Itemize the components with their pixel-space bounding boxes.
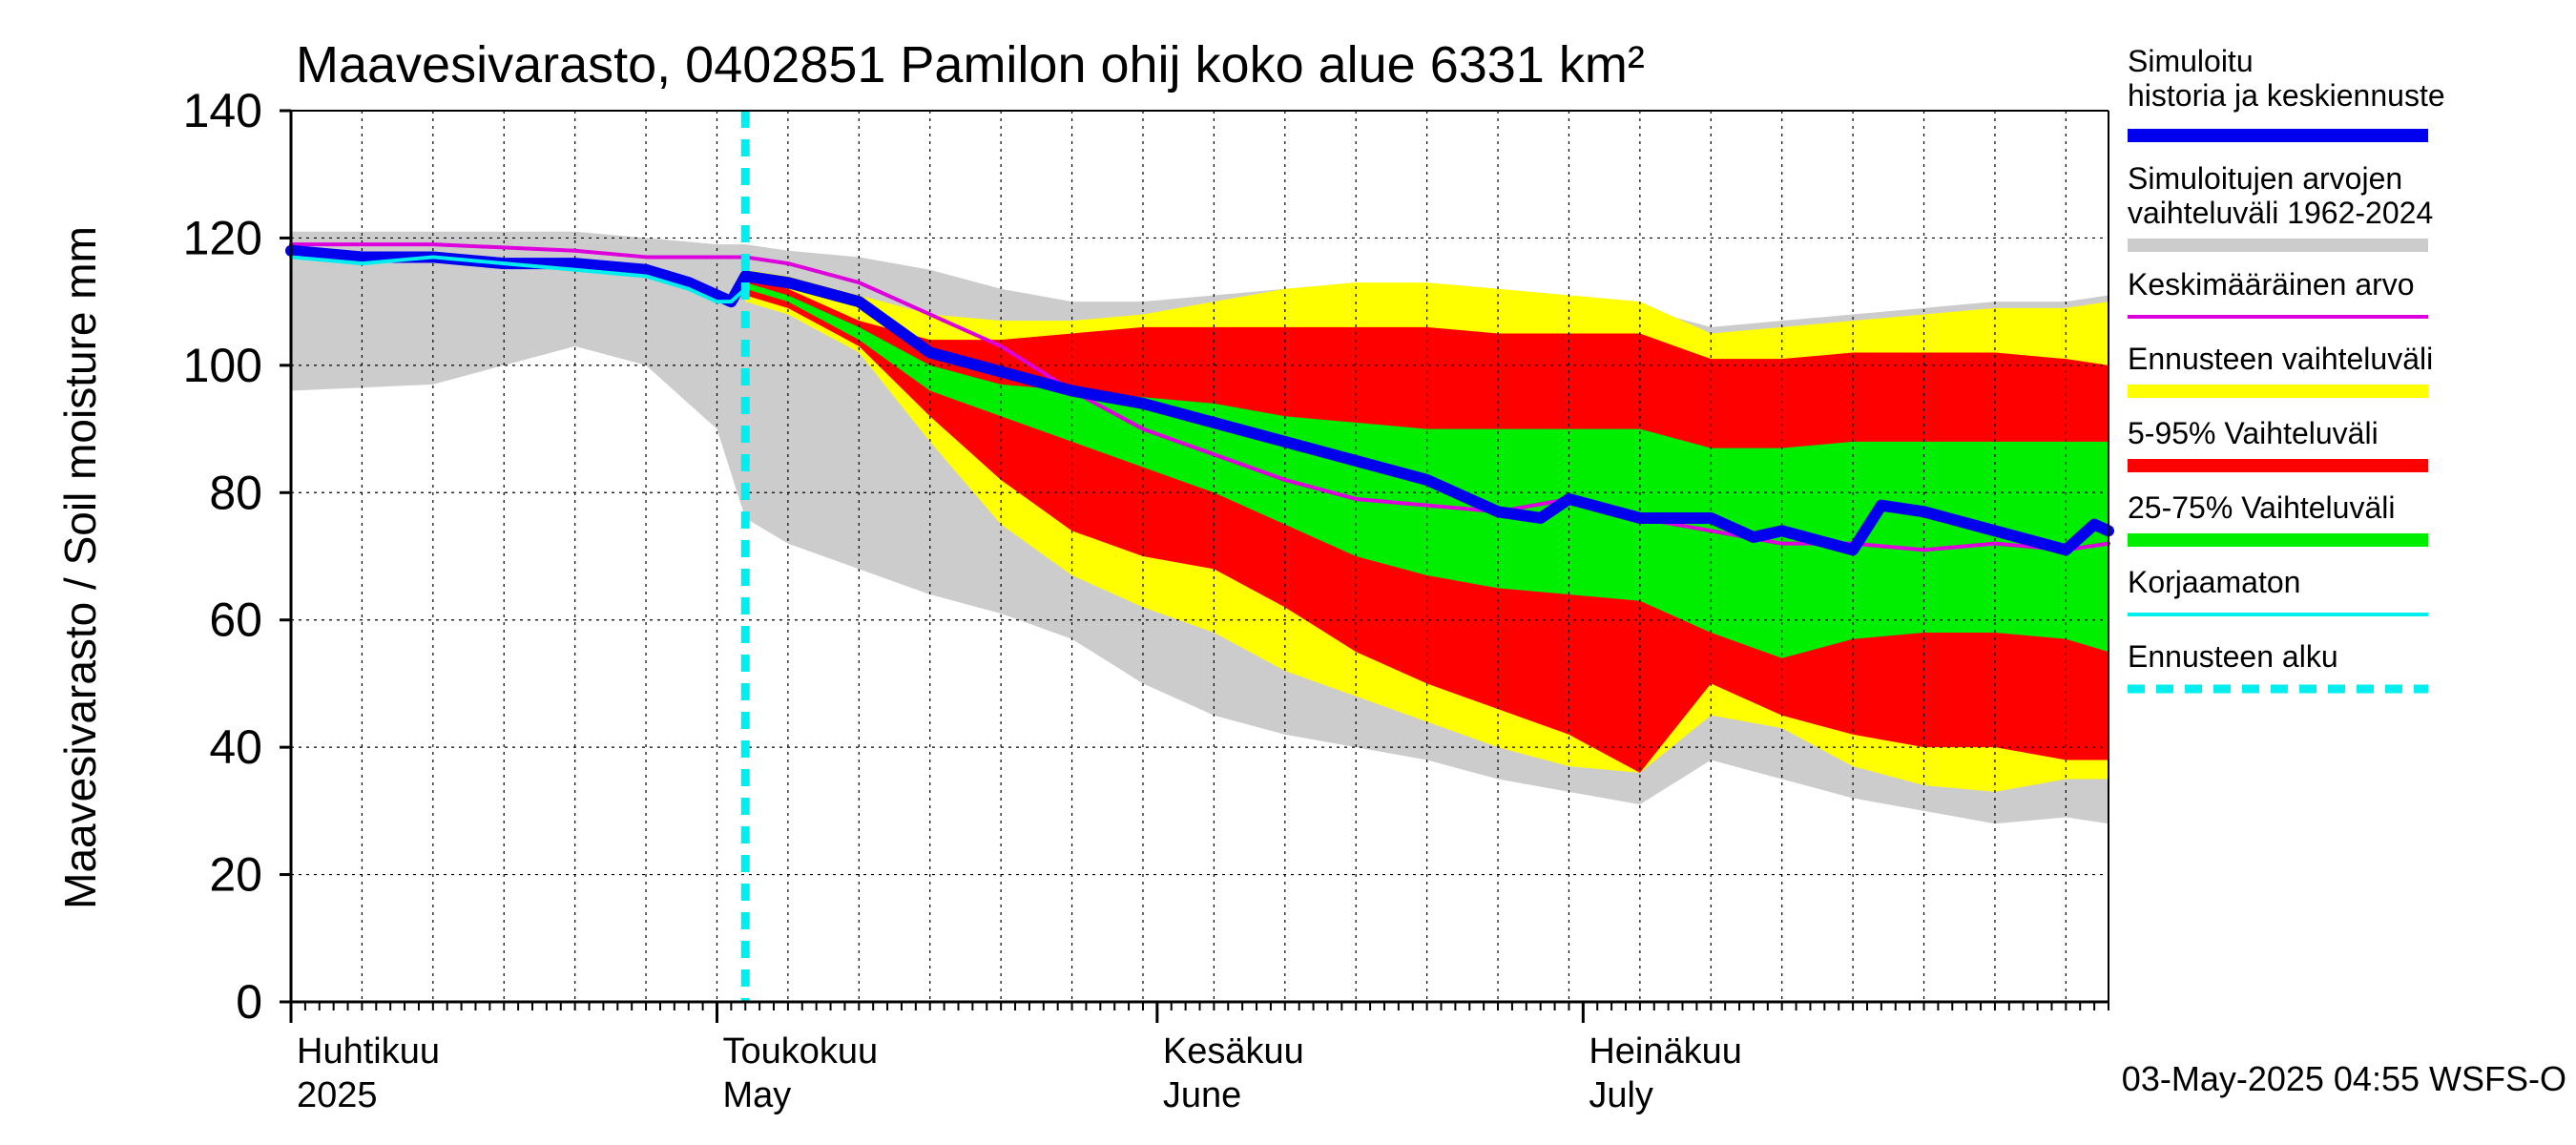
x-month-label-en-3: July — [1589, 1075, 1653, 1115]
x-month-label-en-2: June — [1163, 1075, 1241, 1115]
y-tick-label-0: 0 — [236, 975, 262, 1029]
x-month-label-fi-2: Kesäkuu — [1163, 1031, 1304, 1072]
series-lines — [285, 111, 2114, 1002]
line-uncorrected — [289, 255, 748, 304]
y-tick-label-80: 80 — [209, 466, 262, 519]
x-month-label-en-1: May — [722, 1075, 791, 1115]
chart-title: Maavesivarasto, 0402851 Pamilon ohij kok… — [296, 36, 1645, 94]
legend-label-0: Simuloitu — [2128, 44, 2254, 78]
line-sim_median — [285, 244, 2114, 556]
y-axis-ticks: 0 20 40 60 80 100 120 140 — [183, 84, 291, 1029]
legend-label-6: Korjaamaton — [2128, 565, 2300, 599]
x-month-label-fi-1: Toukokuu — [722, 1031, 878, 1072]
y-tick-label-20: 20 — [209, 848, 262, 902]
y-tick-label-100: 100 — [183, 339, 262, 392]
x-month-label-en-0: 2025 — [297, 1075, 378, 1115]
y-tick-label-140: 140 — [183, 84, 262, 137]
grid-lines — [291, 111, 2109, 1002]
legend-label-7: Ennusteen alku — [2128, 639, 2338, 674]
legend-label-1: vaihteluväli 1962-2024 — [2128, 196, 2433, 230]
x-month-label-fi-0: Huhtikuu — [297, 1031, 440, 1072]
y-axis-label: Maavesivarasto / Soil moisture mm — [55, 226, 105, 909]
legend-label-4: 5-95% Vaihteluväli — [2128, 416, 2379, 450]
y-tick-label-60: 60 — [209, 593, 262, 647]
footer-timestamp: 03-May-2025 04:55 WSFS-O — [2122, 1059, 2566, 1098]
x-month-label-fi-3: Heinäkuu — [1589, 1031, 1742, 1072]
y-tick-label-120: 120 — [183, 211, 262, 264]
legend-label-0: historia ja keskiennuste — [2128, 78, 2445, 113]
legend-label-3: Ennusteen vaihteluväli — [2128, 342, 2433, 376]
legend-label-1: Simuloitujen arvojen — [2128, 161, 2402, 196]
legend-label-2: Keskimääräinen arvo — [2128, 267, 2415, 302]
y-tick-label-40: 40 — [209, 720, 262, 774]
legend-label-5: 25-75% Vaihteluväli — [2128, 490, 2395, 525]
